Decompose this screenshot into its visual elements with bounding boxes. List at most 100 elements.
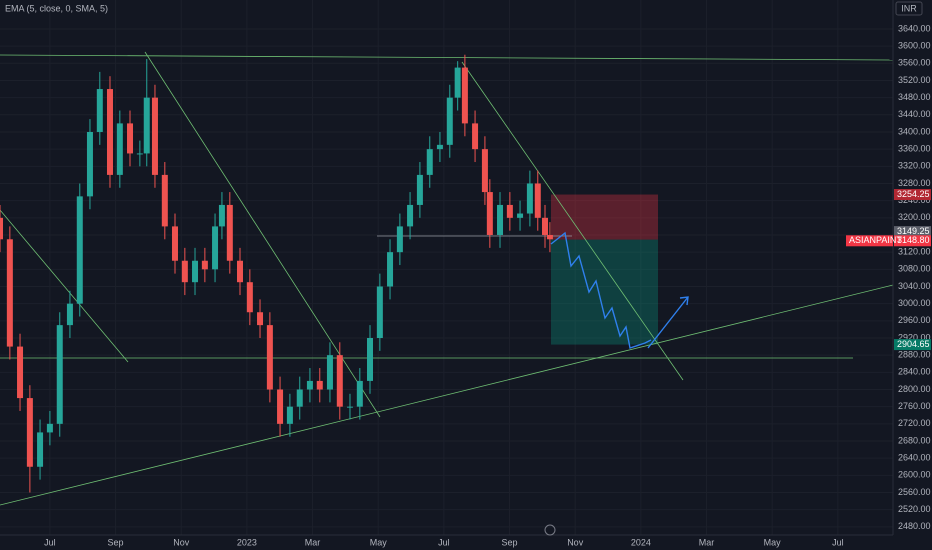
candle-body (286, 406, 293, 424)
y-tick-label: 2960.00 (898, 315, 931, 325)
y-tick-label: 3040.00 (898, 281, 931, 291)
candle-body (481, 149, 488, 193)
price-tag-label: 3148.80 (897, 235, 930, 245)
y-tick-label: 3600.00 (898, 41, 931, 51)
candle-body (534, 183, 541, 218)
y-tick-label: 2720.00 (898, 418, 931, 428)
x-tick-label: 2023 (237, 537, 257, 547)
currency[interactable]: INR (901, 3, 917, 13)
price-tag-label: 2904.65 (897, 339, 930, 349)
candle-body (86, 131, 93, 197)
candle-body (541, 217, 548, 235)
candle-body (296, 389, 303, 407)
y-tick-label: 3520.00 (898, 75, 931, 85)
icon[interactable] (544, 524, 556, 536)
y-tick-label: 3120.00 (898, 247, 931, 257)
price-tag (894, 339, 931, 351)
candle-body (6, 239, 13, 347)
x-tick-label: Nov (567, 537, 584, 547)
y-tick-label: 2600.00 (898, 470, 931, 480)
candle-body (416, 174, 423, 205)
y-tick-label: 3480.00 (898, 92, 931, 102)
candle-body (446, 97, 453, 145)
candle-body (257, 312, 264, 326)
x-tick-label: Nov (173, 537, 190, 547)
y-tick-label: 2680.00 (898, 435, 931, 445)
candle-body (497, 204, 504, 235)
candle-body (454, 67, 461, 98)
candle-body (76, 196, 83, 304)
x-tick-label: Mar (305, 537, 321, 547)
candle-body (376, 286, 383, 338)
candle-body (26, 398, 33, 467)
symbol-label: ASIANPAINT (849, 235, 902, 245)
candle-body (192, 260, 199, 283)
currency-box[interactable] (895, 1, 923, 16)
candle-body (486, 192, 493, 235)
price-tag (894, 235, 931, 247)
projection-path (550, 231, 652, 349)
candle-body (461, 67, 468, 124)
candle-body (181, 260, 188, 283)
axes: 2480.00 2520.00 2560.00 2600.00 2640.00 2680.… (44, 23, 931, 547)
x-tick-label: Jul (832, 537, 844, 547)
candle-body (472, 123, 479, 150)
candle-body (127, 123, 134, 154)
candle-body (143, 97, 150, 154)
candle-body (106, 89, 113, 175)
y-tick-label: 2640.00 (898, 453, 931, 463)
x-tick-label: Sep (108, 537, 124, 547)
y-tick-label: 3200.00 (898, 212, 931, 222)
position-tool (551, 194, 658, 345)
candle-body (116, 123, 123, 175)
y-tick-label: 2520.00 (898, 504, 931, 514)
candle-body (526, 183, 533, 214)
arrow-head (679, 296, 689, 306)
candle-body (151, 97, 158, 175)
y-tick-label: 3280.00 (898, 178, 931, 188)
projection-arrow (647, 296, 689, 349)
candle-body (517, 213, 524, 218)
y-tick-label: 3360.00 (898, 144, 931, 154)
y-tick-label: 2880.00 (898, 350, 931, 360)
trend-line (461, 61, 684, 381)
y-tick-label: 2760.00 (898, 401, 931, 411)
candle-body (346, 406, 353, 408)
candle-body (236, 260, 243, 283)
candle-body (66, 303, 73, 326)
target-zone (551, 239, 658, 345)
candle-body (246, 282, 253, 313)
y-tick-label: 3560.00 (898, 58, 931, 68)
y-tick-label: 3320.00 (898, 161, 931, 171)
candle-body (96, 89, 103, 132)
candle-body (226, 204, 233, 261)
candle-body (367, 337, 374, 381)
y-tick-label: 3000.00 (898, 298, 931, 308)
candle-body (56, 325, 63, 424)
candle-body (0, 217, 3, 240)
y-tick-label: 2480.00 (898, 521, 931, 531)
x-tick-label: Jul (44, 537, 56, 547)
indicator-label: EMA (5, close, 0, SMA, 5) (5, 3, 108, 13)
x-tick-label: Mar (699, 537, 715, 547)
trend-line (0, 209, 129, 363)
trend-line (0, 54, 894, 61)
candle-body (326, 355, 333, 390)
candle-body (546, 234, 553, 240)
candle-body (387, 252, 394, 287)
grid (0, 0, 893, 535)
price-axis (893, 0, 932, 550)
candle-body (266, 325, 273, 390)
y-tick-label: 2840.00 (898, 367, 931, 377)
candle-body (171, 226, 178, 261)
candle-body (436, 144, 443, 150)
y-tick-label: 3640.00 (898, 23, 931, 33)
candle-body (218, 204, 225, 227)
y-tick-label: 2800.00 (898, 384, 931, 394)
candle-body (46, 423, 53, 433)
symbol-tag (846, 235, 893, 247)
x-tick-label: May (370, 537, 388, 547)
candle-body (306, 380, 313, 390)
candle-body (17, 346, 24, 399)
